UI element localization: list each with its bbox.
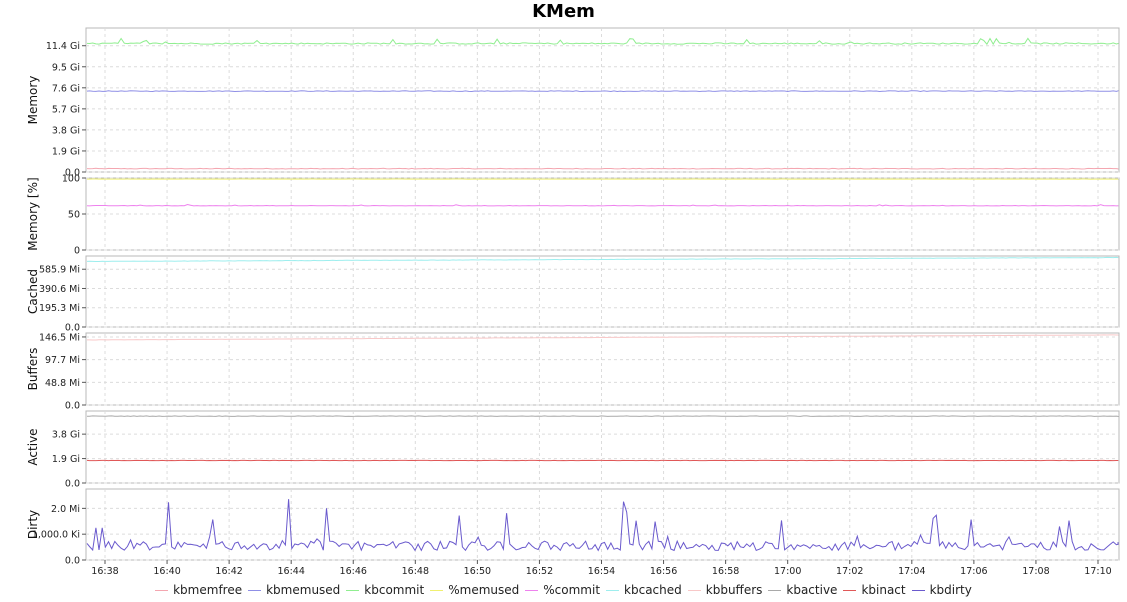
series-line-kbactive — [87, 415, 1119, 418]
x-tick-label: 17:02 — [836, 566, 863, 577]
legend-label: kbcached — [624, 583, 682, 597]
y-axis-label: Memory [%] — [26, 177, 40, 250]
legend-label: %commit — [543, 583, 601, 597]
x-tick-label: 16:56 — [650, 566, 677, 577]
legend-swatch — [768, 589, 782, 591]
legend-swatch — [155, 589, 169, 591]
legend-label: kbcommit — [364, 583, 425, 597]
x-tick-label: 17:06 — [960, 566, 987, 577]
legend-item-kbinact: kbinact — [843, 583, 906, 597]
x-tick-label: 16:48 — [402, 566, 429, 577]
legend-item-kbactive: kbactive — [768, 583, 837, 597]
series-line-kbcommit — [86, 37, 1119, 46]
y-axis-label: Memory — [26, 76, 40, 125]
legend-swatch — [248, 589, 262, 591]
y-tick-label: 390.6 Mi — [39, 284, 80, 295]
y-tick-label: 0.0 — [65, 401, 80, 412]
legend-swatch — [687, 589, 701, 591]
y-tick-label: 9.5 Gi — [52, 62, 80, 73]
x-tick-label: 16:40 — [153, 566, 180, 577]
y-tick-label: 0.0 — [65, 323, 80, 334]
legend-label: kbactive — [786, 583, 838, 597]
legend-swatch — [430, 589, 444, 591]
y-tick-label: 3.8 Gi — [52, 125, 80, 136]
y-axis-label: Buffers — [26, 348, 40, 391]
legend: kbmemfree kbmemused kbcommit %memused %commi… — [0, 581, 1127, 599]
legend-item-kbcached: kbcached — [606, 583, 682, 597]
x-tick-label: 17:08 — [1022, 566, 1049, 577]
legend-label: kbmemfree — [173, 583, 243, 597]
y-axis-label: Dirty — [26, 510, 40, 539]
y-tick-label: 11.4 Gi — [46, 41, 80, 52]
legend-item-kbmemfree: kbmemfree — [155, 583, 242, 597]
y-tick-label: 585.9 Mi — [39, 265, 80, 276]
legend-item-kbbuffers: kbbuffers — [687, 583, 763, 597]
legend-swatch — [606, 589, 620, 591]
plot-frame — [85, 410, 1120, 484]
y-tick-label: 0.0 — [65, 168, 80, 179]
legend-swatch — [525, 589, 539, 591]
y-tick-label: 0.0 — [65, 479, 80, 490]
series-line-%commit — [86, 203, 1119, 207]
x-tick-label: 17:04 — [898, 566, 925, 577]
y-tick-label: 48.8 Mi — [45, 378, 80, 389]
legend-swatch — [346, 589, 360, 591]
legend-item-%commit: %commit — [525, 583, 600, 597]
legend-label: kbmemused — [266, 583, 341, 597]
legend-item-kbmemused: kbmemused — [248, 583, 340, 597]
x-tick-label: 16:50 — [464, 566, 491, 577]
y-tick-label: 5.7 Gi — [52, 104, 80, 115]
legend-item-kbdirty: kbdirty — [911, 583, 972, 597]
y-tick-label: 1.9 Gi — [52, 454, 80, 465]
legend-item-kbcommit: kbcommit — [346, 583, 424, 597]
x-tick-label: 16:38 — [91, 566, 118, 577]
y-tick-label: 2.0 Mi — [51, 504, 80, 515]
series-line-kbcached — [86, 256, 1119, 262]
legend-item-%memused: %memused — [430, 583, 519, 597]
legend-label: kbbuffers — [705, 583, 763, 597]
chart-title: KMem — [532, 1, 595, 22]
y-tick-label: 146.5 Mi — [39, 332, 80, 343]
y-tick-label: 100 — [62, 174, 80, 185]
series-line-kbdirty — [86, 499, 1119, 552]
y-axis-label: Active — [26, 428, 40, 465]
legend-swatch — [911, 589, 925, 591]
plot-frame — [85, 255, 1120, 328]
x-tick-label: 16:52 — [526, 566, 553, 577]
legend-swatch — [843, 589, 857, 591]
y-tick-label: 0.0 — [65, 556, 80, 567]
series-line-kbbuffers — [87, 334, 1119, 341]
x-tick-label: 16:42 — [215, 566, 242, 577]
x-tick-label: 17:00 — [774, 566, 801, 577]
kmem-chart: 0.0 1.9 Gi 3.8 Gi 5.7 Gi 7.6 Gi 9.5 Gi 11.4 Gi… — [26, 27, 1120, 577]
y-tick-label: 195.3 Mi — [39, 303, 80, 314]
y-tick-label: 50 — [68, 210, 80, 221]
x-tick-label: 16:54 — [588, 566, 615, 577]
y-tick-label: 1,000.0 Ki — [32, 530, 80, 541]
legend-label: %memused — [448, 583, 520, 597]
y-tick-label: 7.6 Gi — [52, 83, 80, 94]
plot-frame — [85, 332, 1120, 406]
y-tick-label: 0 — [74, 246, 80, 257]
legend-label: kbdirty — [929, 583, 972, 597]
x-tick-label: 16:46 — [340, 566, 367, 577]
x-tick-label: 16:44 — [277, 566, 304, 577]
x-tick-label: 16:58 — [712, 566, 739, 577]
series-line-kbmemfree — [86, 167, 1119, 170]
y-tick-label: 3.8 Gi — [52, 430, 80, 441]
series-line-kbmemused — [86, 90, 1119, 93]
legend-label: kbinact — [861, 583, 906, 597]
y-tick-label: 97.7 Mi — [45, 355, 80, 366]
x-tick-label: 17:10 — [1084, 566, 1111, 577]
plot-frame — [85, 27, 1120, 173]
y-tick-label: 1.9 Gi — [52, 146, 80, 157]
y-axis-label: Cached — [26, 269, 40, 314]
